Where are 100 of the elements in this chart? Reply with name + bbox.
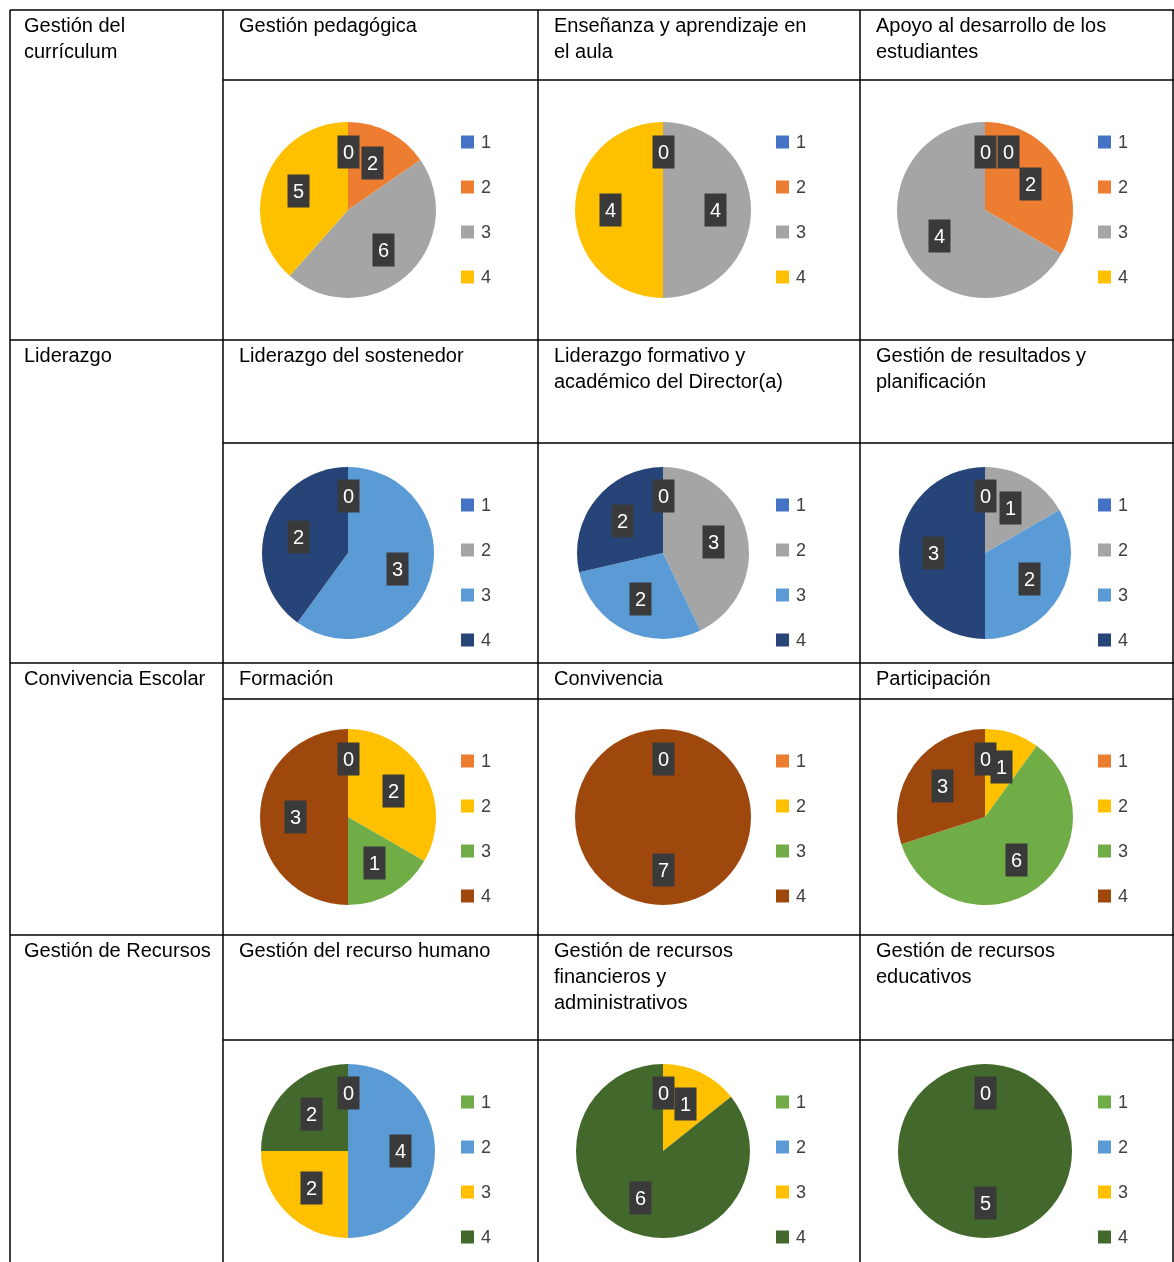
data-label: 5 xyxy=(293,180,305,202)
legend-label: 2 xyxy=(796,1137,807,1157)
text: 0 xyxy=(658,485,670,507)
legend-label: 3 xyxy=(796,841,807,861)
legend-label: 4 xyxy=(1118,630,1129,650)
pie-slice xyxy=(901,745,1073,905)
pie-slice xyxy=(579,553,701,639)
chart-title: Gestión de recursos educativos xyxy=(876,939,1055,987)
data-label: 6 xyxy=(1011,849,1023,871)
data-label: 3 xyxy=(928,542,940,564)
legend-label: 2 xyxy=(796,177,807,197)
legend-label: 4 xyxy=(796,886,807,906)
legend-label: 3 xyxy=(1118,841,1129,861)
legend-label: 1 xyxy=(796,495,807,515)
text: 0 xyxy=(343,485,355,507)
text: 0 xyxy=(343,1082,355,1104)
legend-label: 3 xyxy=(1118,1182,1129,1202)
text: 0 xyxy=(980,141,992,163)
text: Convivencia Escolar xyxy=(24,667,206,689)
text: 0 xyxy=(1003,141,1015,163)
legend-label: 2 xyxy=(1118,1137,1129,1157)
chart-title: Gestión de recursos financieros y administrativos xyxy=(554,939,733,1013)
legend-label: 1 xyxy=(481,1092,492,1112)
text: 0 xyxy=(343,748,355,770)
legend-label: 1 xyxy=(481,495,492,515)
legend-label: 3 xyxy=(796,585,807,605)
text: 0 xyxy=(980,748,992,770)
data-label: 2 xyxy=(635,588,647,610)
legend-label: 3 xyxy=(796,222,807,242)
data-label: 3 xyxy=(392,558,404,580)
legend-label: 3 xyxy=(1118,585,1129,605)
chart-title: Participación xyxy=(876,667,991,689)
data-label: 1 xyxy=(996,756,1008,778)
data-label: 3 xyxy=(937,775,949,797)
legend-label: 4 xyxy=(1118,267,1129,287)
data-label: 7 xyxy=(658,859,670,881)
data-label: 4 xyxy=(605,199,617,221)
legend-label: 3 xyxy=(1118,222,1129,242)
text: Gestión del currículum xyxy=(24,14,126,62)
legend-label: 1 xyxy=(1118,1092,1129,1112)
data-label: 2 xyxy=(306,1177,318,1199)
legend-label: 4 xyxy=(1118,1227,1129,1247)
legend-label: 4 xyxy=(481,1227,492,1247)
chart-title: Gestión pedagógica xyxy=(239,14,418,36)
chart-title: Formación xyxy=(239,667,334,689)
legend-label: 1 xyxy=(796,1092,807,1112)
data-label: 2 xyxy=(1025,173,1037,195)
pie-slice xyxy=(897,122,1062,298)
data-label: 3 xyxy=(708,531,720,553)
legend-label: 2 xyxy=(1118,177,1129,197)
legend-label: 2 xyxy=(481,1137,492,1157)
legend-label: 3 xyxy=(481,222,492,242)
data-label: 1 xyxy=(680,1093,692,1115)
legend-label: 2 xyxy=(796,796,807,816)
legend-label: 2 xyxy=(481,177,492,197)
legend-label: 4 xyxy=(481,886,492,906)
text: 0 xyxy=(980,1082,992,1104)
data-label: 6 xyxy=(635,1187,647,1209)
legend-label: 1 xyxy=(796,132,807,152)
chart-title: Apoyo al desarrollo de los estudiantes xyxy=(876,14,1107,62)
legend-label: 3 xyxy=(481,1182,492,1202)
legend-label: 1 xyxy=(1118,751,1129,771)
legend-label: 2 xyxy=(796,540,807,560)
chart-title: Liderazgo formativo y académico del Director(a) xyxy=(554,344,783,392)
legend-label: 1 xyxy=(481,132,492,152)
legend-label: 4 xyxy=(481,630,492,650)
legend-label: 4 xyxy=(796,267,807,287)
legend-label: 4 xyxy=(796,630,807,650)
legend-label: 2 xyxy=(481,796,492,816)
legend-label: 2 xyxy=(1118,540,1129,560)
chart-title: Gestión del recurso humano xyxy=(239,939,491,961)
legend-label: 4 xyxy=(481,267,492,287)
pie-slice xyxy=(576,1064,750,1238)
text: Liderazgo xyxy=(24,344,112,366)
legend-label: 1 xyxy=(1118,132,1129,152)
data-label: 2 xyxy=(306,1103,318,1125)
data-label: 2 xyxy=(1024,568,1036,590)
data-label: 1 xyxy=(369,852,381,874)
legend-label: 3 xyxy=(481,841,492,861)
legend-label: 4 xyxy=(796,1227,807,1247)
text: 0 xyxy=(658,141,670,163)
legend-label: 3 xyxy=(796,1182,807,1202)
legend-label: 2 xyxy=(1118,796,1129,816)
data-label: 4 xyxy=(395,1140,407,1162)
data-label: 6 xyxy=(378,239,390,261)
text: 0 xyxy=(343,141,355,163)
chart-title: Convivencia xyxy=(554,667,664,689)
legend-label: 1 xyxy=(796,751,807,771)
legend-label: 1 xyxy=(481,751,492,771)
chart-title: Gestión de resultados y planificación xyxy=(876,344,1087,392)
data-label: 1 xyxy=(1005,497,1017,519)
legend-label: 1 xyxy=(1118,495,1129,515)
text: Gestión de Recursos xyxy=(24,939,211,961)
chart-title: Liderazgo del sostenedor xyxy=(239,344,464,366)
data-label: 2 xyxy=(367,152,379,174)
text: 0 xyxy=(658,748,670,770)
legend-label: 4 xyxy=(1118,886,1129,906)
text: 0 xyxy=(658,1082,670,1104)
data-label: 4 xyxy=(710,199,722,221)
data-label: 2 xyxy=(293,526,305,548)
